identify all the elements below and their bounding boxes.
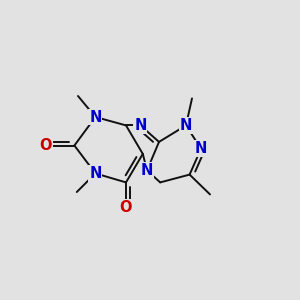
Text: N: N	[141, 163, 153, 178]
Text: N: N	[180, 118, 192, 133]
Text: N: N	[134, 118, 147, 133]
Text: N: N	[195, 141, 207, 156]
Text: O: O	[39, 138, 52, 153]
Text: N: N	[89, 166, 102, 181]
Text: O: O	[120, 200, 132, 215]
Text: N: N	[89, 110, 102, 124]
